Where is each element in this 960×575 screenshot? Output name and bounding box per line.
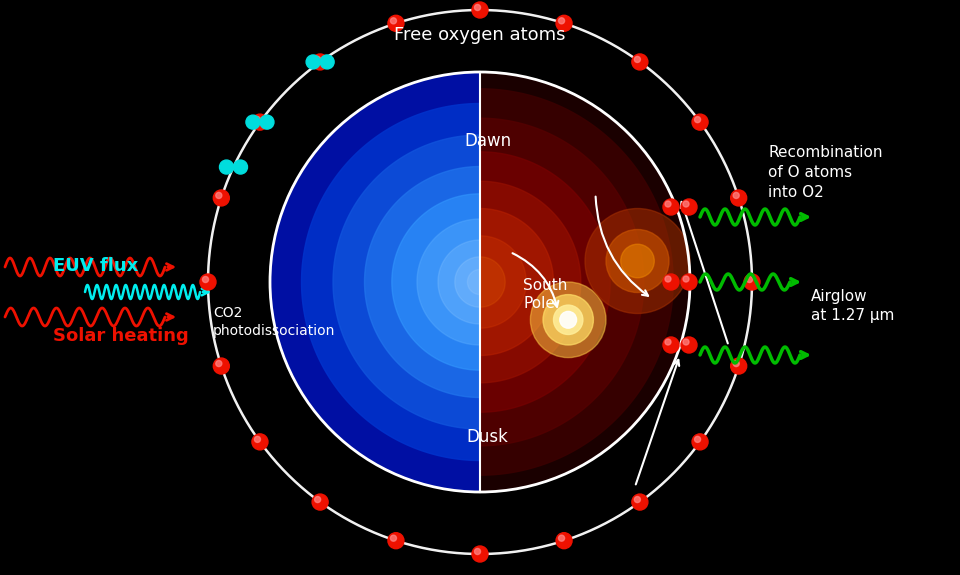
Circle shape	[474, 549, 481, 554]
Circle shape	[213, 190, 229, 206]
Circle shape	[683, 339, 689, 345]
Circle shape	[683, 276, 689, 282]
Circle shape	[559, 535, 564, 541]
Circle shape	[665, 201, 671, 207]
Circle shape	[472, 2, 488, 18]
Polygon shape	[365, 167, 480, 397]
Circle shape	[635, 497, 640, 503]
Circle shape	[635, 56, 640, 63]
Circle shape	[315, 497, 321, 503]
Circle shape	[320, 55, 334, 69]
Circle shape	[200, 274, 216, 290]
Circle shape	[220, 160, 233, 174]
Circle shape	[681, 337, 697, 353]
Polygon shape	[480, 72, 690, 492]
Circle shape	[744, 274, 760, 290]
Circle shape	[694, 436, 701, 442]
Circle shape	[747, 277, 753, 282]
Circle shape	[216, 361, 222, 367]
Polygon shape	[333, 135, 480, 429]
Circle shape	[216, 193, 222, 198]
Circle shape	[203, 277, 208, 282]
Polygon shape	[480, 181, 581, 383]
Circle shape	[252, 434, 268, 450]
Circle shape	[388, 16, 404, 31]
Text: Recombination
of O atoms
into O2: Recombination of O atoms into O2	[768, 145, 882, 200]
Circle shape	[312, 494, 328, 510]
Circle shape	[731, 358, 747, 374]
Circle shape	[252, 114, 268, 130]
Circle shape	[663, 337, 679, 353]
Text: Free oxygen atoms: Free oxygen atoms	[395, 26, 565, 44]
Circle shape	[543, 294, 593, 345]
Circle shape	[472, 546, 488, 562]
Circle shape	[663, 199, 679, 215]
Circle shape	[683, 201, 689, 207]
Text: Dusk: Dusk	[467, 428, 509, 446]
Text: Dawn: Dawn	[464, 132, 512, 150]
Circle shape	[681, 274, 697, 290]
Text: EUV flux: EUV flux	[53, 256, 138, 275]
Circle shape	[391, 535, 396, 541]
Polygon shape	[468, 270, 480, 294]
Circle shape	[681, 199, 697, 215]
Circle shape	[665, 276, 671, 282]
Circle shape	[556, 532, 572, 549]
Circle shape	[246, 115, 260, 129]
Circle shape	[585, 209, 690, 313]
Circle shape	[731, 190, 747, 206]
Polygon shape	[455, 257, 480, 307]
Circle shape	[663, 274, 679, 290]
Polygon shape	[301, 104, 480, 461]
Circle shape	[560, 312, 577, 328]
Polygon shape	[438, 240, 480, 324]
Polygon shape	[392, 194, 480, 370]
Circle shape	[733, 193, 739, 198]
Circle shape	[692, 434, 708, 450]
Circle shape	[554, 305, 583, 335]
Circle shape	[233, 160, 248, 174]
Circle shape	[391, 18, 396, 24]
Circle shape	[312, 54, 328, 70]
Circle shape	[621, 244, 655, 278]
Polygon shape	[480, 89, 673, 475]
Polygon shape	[270, 72, 480, 492]
Circle shape	[692, 114, 708, 130]
Circle shape	[260, 115, 274, 129]
Text: Airglow
at 1.27 μm: Airglow at 1.27 μm	[811, 289, 895, 323]
Circle shape	[531, 282, 606, 358]
Circle shape	[254, 117, 260, 122]
Circle shape	[213, 358, 229, 374]
Circle shape	[388, 532, 404, 549]
Circle shape	[632, 494, 648, 510]
Circle shape	[306, 55, 320, 69]
Text: Solar heating: Solar heating	[53, 327, 188, 346]
Circle shape	[315, 56, 321, 63]
Text: CO2
photodissociation: CO2 photodissociation	[213, 306, 335, 338]
Circle shape	[606, 229, 669, 293]
Text: South
Pole: South Pole	[523, 278, 567, 311]
Circle shape	[733, 361, 739, 367]
Circle shape	[632, 54, 648, 70]
Circle shape	[694, 117, 701, 122]
Polygon shape	[480, 118, 644, 446]
Circle shape	[254, 436, 260, 442]
Polygon shape	[480, 257, 505, 307]
Polygon shape	[480, 152, 611, 412]
Circle shape	[474, 5, 481, 10]
Polygon shape	[480, 209, 554, 355]
Polygon shape	[417, 219, 480, 345]
Polygon shape	[480, 236, 526, 328]
Polygon shape	[270, 72, 480, 492]
Circle shape	[559, 18, 564, 24]
Circle shape	[665, 339, 671, 345]
Circle shape	[556, 16, 572, 31]
